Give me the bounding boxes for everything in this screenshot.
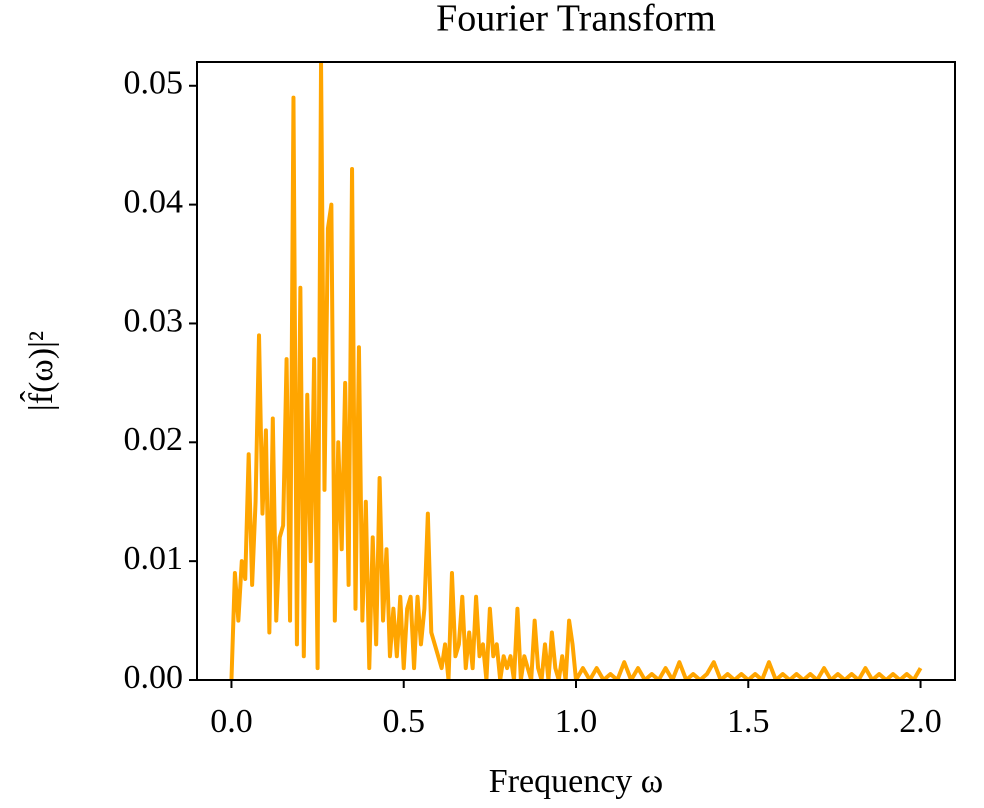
y-tick-label: 0.04 [124, 183, 184, 220]
y-tick-label: 0.05 [124, 65, 184, 102]
x-axis-label: Frequency ω [489, 763, 663, 800]
y-tick-label: 0.00 [124, 659, 184, 696]
chart-title: Fourier Transform [436, 0, 716, 40]
x-tick-label: 1.5 [727, 703, 770, 740]
x-tick-label: 0.0 [210, 703, 253, 740]
x-tick-label: 0.5 [382, 703, 425, 740]
data-line [229, 62, 923, 680]
plot-frame [196, 61, 956, 681]
y-tick-label: 0.01 [124, 540, 184, 577]
y-tick-label: 0.02 [124, 421, 184, 458]
y-tick-label: 0.03 [124, 302, 184, 339]
x-tick-label: 1.0 [555, 703, 598, 740]
x-tick-label: 2.0 [899, 703, 942, 740]
y-axis-label: |f̂(ω)|² [19, 331, 59, 411]
